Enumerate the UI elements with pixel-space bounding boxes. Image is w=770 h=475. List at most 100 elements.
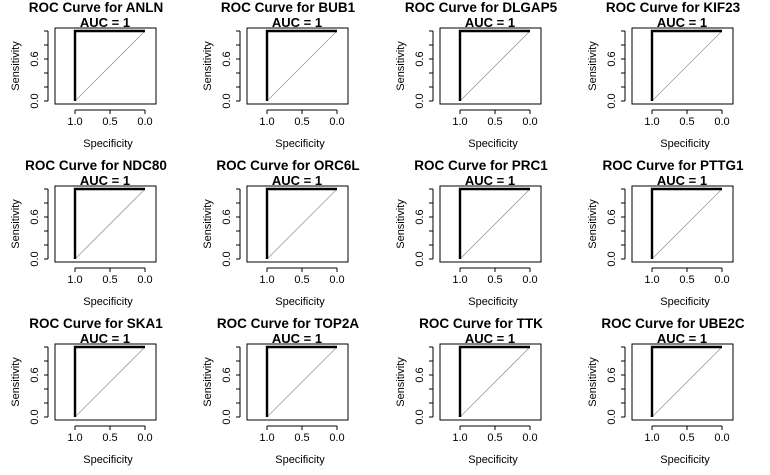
x-tick-label: 0.0 bbox=[137, 274, 152, 286]
y-tick-label: 0.0 bbox=[29, 93, 41, 108]
x-axis-label: Specificity bbox=[468, 454, 518, 466]
roc-curve-line bbox=[650, 187, 722, 259]
plot-box bbox=[439, 27, 542, 105]
y-tick-label: 0.0 bbox=[606, 251, 618, 266]
reference-diagonal-line bbox=[651, 30, 723, 102]
x-tick-label: 1.0 bbox=[452, 116, 467, 128]
roc-curve-line bbox=[73, 187, 145, 259]
y-axis-label: Sensitivity bbox=[587, 41, 599, 91]
x-tick-label: 1.0 bbox=[259, 274, 274, 286]
reference-diagonal-line bbox=[459, 346, 531, 418]
roc-curve-line bbox=[265, 345, 337, 417]
y-tick-label: 0.0 bbox=[606, 93, 618, 108]
roc-panel: ROC Curve for PTTG1 AUC = 1 1.0 0.5 0.0 0.0 0.… bbox=[577, 158, 769, 316]
x-axis-label: Specificity bbox=[660, 296, 710, 308]
x-tick-label: 0.5 bbox=[102, 274, 117, 286]
roc-panel: ROC Curve for TOP2A AUC = 1 1.0 0.5 0.0 0.0 0.… bbox=[192, 316, 384, 474]
y-tick-label: 0.6 bbox=[414, 367, 426, 382]
auc-annotation: AUC = 1 bbox=[465, 15, 515, 30]
chart-title: ROC Curve for PRC1 bbox=[414, 158, 548, 173]
x-axis-label: Specificity bbox=[275, 296, 325, 308]
reference-diagonal-line bbox=[74, 346, 146, 418]
x-tick-label: 0.0 bbox=[522, 274, 537, 286]
auc-annotation: AUC = 1 bbox=[272, 15, 322, 30]
y-axis-label: Sensitivity bbox=[395, 41, 407, 91]
y-tick-label: 0.6 bbox=[414, 209, 426, 224]
x-axis-label: Specificity bbox=[660, 454, 710, 466]
plot-box bbox=[54, 343, 157, 421]
auc-annotation: AUC = 1 bbox=[80, 15, 130, 30]
y-tick-label: 0.6 bbox=[606, 51, 618, 66]
y-tick-label: 0.0 bbox=[29, 251, 41, 266]
x-tick-label: 0.0 bbox=[329, 116, 344, 128]
x-tick-label: 0.0 bbox=[329, 274, 344, 286]
x-tick-label: 0.5 bbox=[294, 274, 309, 286]
y-axis-label: Sensitivity bbox=[395, 199, 407, 249]
x-tick-label: 0.5 bbox=[487, 274, 502, 286]
y-tick-label: 0.0 bbox=[414, 93, 426, 108]
chart-title: ROC Curve for ANLN bbox=[29, 0, 164, 15]
auc-annotation: AUC = 1 bbox=[80, 173, 130, 188]
y-tick-label: 0.6 bbox=[29, 209, 41, 224]
x-tick-label: 0.5 bbox=[487, 432, 502, 444]
x-tick-label: 1.0 bbox=[452, 432, 467, 444]
x-tick-label: 1.0 bbox=[644, 274, 659, 286]
roc-curve-line bbox=[73, 345, 145, 417]
x-tick-label: 0.0 bbox=[137, 432, 152, 444]
x-tick-label: 0.5 bbox=[679, 274, 694, 286]
reference-diagonal-line bbox=[266, 346, 338, 418]
x-tick-label: 0.5 bbox=[487, 116, 502, 128]
y-tick-label: 0.0 bbox=[221, 251, 233, 266]
chart-title: ROC Curve for BUB1 bbox=[221, 0, 356, 15]
chart-title: ROC Curve for UBE2C bbox=[601, 316, 745, 331]
chart-title: ROC Curve for ORC6L bbox=[216, 158, 359, 173]
y-tick-label: 0.6 bbox=[606, 367, 618, 382]
y-tick-label: 0.0 bbox=[221, 409, 233, 424]
chart-title: ROC Curve for KIF23 bbox=[606, 0, 741, 15]
plot-box bbox=[54, 185, 157, 263]
x-tick-label: 1.0 bbox=[67, 274, 82, 286]
x-tick-label: 1.0 bbox=[259, 432, 274, 444]
y-tick-label: 0.0 bbox=[221, 93, 233, 108]
roc-curve-line bbox=[650, 29, 722, 101]
y-axis-label: Sensitivity bbox=[202, 41, 214, 91]
plot-box bbox=[246, 343, 349, 421]
plot-box bbox=[439, 343, 542, 421]
x-tick-label: 0.0 bbox=[522, 116, 537, 128]
x-axis-label: Specificity bbox=[83, 138, 133, 150]
roc-panel: ROC Curve for BUB1 AUC = 1 1.0 0.5 0.0 0.0 0.6… bbox=[192, 0, 384, 158]
roc-panel: ROC Curve for SKA1 AUC = 1 1.0 0.5 0.0 0.0 0.6… bbox=[0, 316, 192, 474]
y-axis-label: Sensitivity bbox=[10, 41, 22, 91]
y-axis-label: Sensitivity bbox=[10, 199, 22, 249]
y-tick-label: 0.0 bbox=[414, 251, 426, 266]
x-axis-label: Specificity bbox=[83, 296, 133, 308]
roc-curve-line bbox=[458, 345, 530, 417]
x-tick-label: 0.0 bbox=[714, 274, 729, 286]
plot-box bbox=[631, 27, 734, 105]
reference-diagonal-line bbox=[74, 30, 146, 102]
roc-curve-line bbox=[458, 29, 530, 101]
x-tick-label: 0.0 bbox=[522, 432, 537, 444]
y-axis-label: Sensitivity bbox=[10, 357, 22, 407]
plot-box bbox=[439, 185, 542, 263]
y-tick-label: 0.6 bbox=[606, 209, 618, 224]
y-tick-label: 0.0 bbox=[606, 409, 618, 424]
x-tick-label: 1.0 bbox=[644, 116, 659, 128]
plot-box bbox=[54, 27, 157, 105]
chart-title: ROC Curve for SKA1 bbox=[29, 316, 163, 331]
chart-title: ROC Curve for DLGAP5 bbox=[405, 0, 558, 15]
y-tick-label: 0.6 bbox=[221, 367, 233, 382]
x-tick-label: 0.0 bbox=[714, 116, 729, 128]
roc-panel: ROC Curve for NDC80 AUC = 1 1.0 0.5 0.0 0.0 0.… bbox=[0, 158, 192, 316]
x-tick-label: 0.5 bbox=[294, 432, 309, 444]
